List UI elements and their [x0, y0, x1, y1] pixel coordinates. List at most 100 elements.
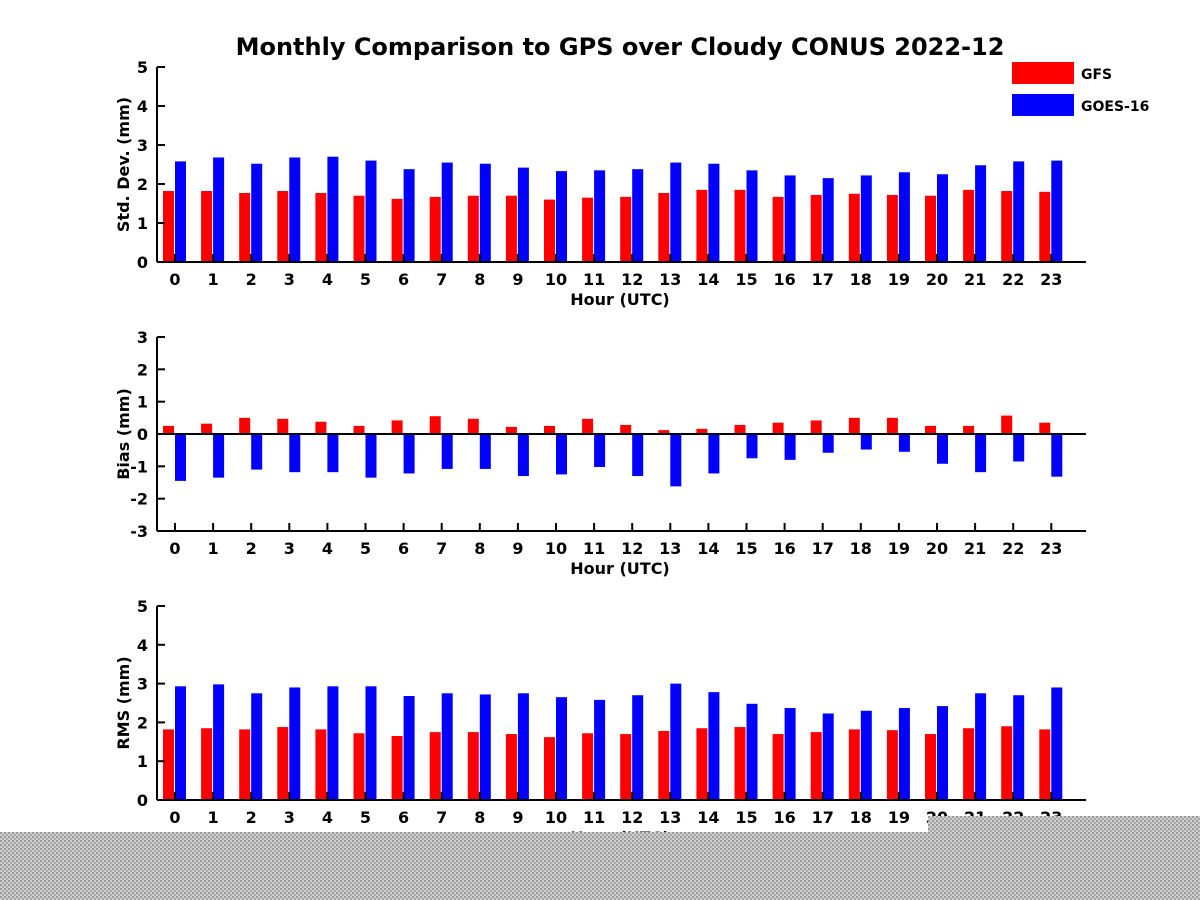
bar-std-dev-gfs-11	[582, 197, 594, 262]
bar-rms-gfs-17	[810, 732, 822, 800]
x-tick-label-bias-5: 5	[360, 539, 371, 558]
bar-std-dev-gfs-19	[886, 194, 898, 262]
bar-rms-goes16-10	[556, 697, 567, 800]
x-tick-label-rms-4: 4	[322, 808, 333, 827]
bar-std-dev-goes16-14	[708, 163, 720, 262]
x-tick-label-std-dev-11: 11	[583, 270, 605, 289]
bar-std-dev-gfs-17	[810, 194, 822, 262]
y-axis-label-std-dev: Std. Dev. (mm)	[114, 97, 133, 232]
bar-bias-goes16-17	[822, 434, 834, 453]
x-tick-label-rms-17: 17	[812, 808, 834, 827]
y-tick-label-bias-3: 3	[137, 328, 148, 347]
bar-bias-goes16-21	[975, 434, 987, 473]
bar-bias-gfs-18	[848, 417, 860, 434]
bar-rms-gfs-16	[772, 734, 784, 800]
bar-bias-gfs-12	[620, 424, 632, 434]
x-tick-label-std-dev-0: 0	[169, 270, 180, 289]
x-tick-label-std-dev-14: 14	[697, 270, 719, 289]
bar-std-dev-goes16-5	[365, 160, 377, 262]
bar-rms-gfs-14	[696, 728, 708, 800]
bar-bias-goes16-1	[213, 434, 225, 478]
noise-overlay	[0, 816, 1200, 900]
y-tick-label-rms-1: 1	[137, 752, 148, 771]
bar-bias-gfs-22	[1001, 415, 1013, 434]
x-tick-label-rms-5: 5	[360, 808, 371, 827]
x-tick-label-bias-2: 2	[246, 539, 257, 558]
bar-std-dev-gfs-4	[315, 192, 327, 262]
bar-rms-goes16-12	[632, 695, 644, 800]
x-tick-label-rms-19: 19	[888, 808, 910, 827]
y-tick-label-std-dev-1: 1	[137, 214, 148, 233]
bar-std-dev-goes16-8	[479, 163, 491, 262]
bar-rms-goes16-8	[479, 694, 491, 800]
x-tick-label-bias-12: 12	[621, 539, 643, 558]
bar-bias-goes16-7	[441, 434, 453, 469]
bar-bias-gfs-10	[544, 425, 555, 434]
x-tick-label-bias-0: 0	[169, 539, 180, 558]
x-tick-label-bias-14: 14	[697, 539, 719, 558]
bar-std-dev-goes16-20	[937, 174, 948, 262]
x-tick-label-std-dev-16: 16	[773, 270, 795, 289]
y-tick-label-rms-0: 0	[137, 791, 148, 810]
x-tick-label-std-dev-18: 18	[850, 270, 872, 289]
bar-std-dev-gfs-2	[239, 192, 251, 262]
x-tick-label-std-dev-12: 12	[621, 270, 643, 289]
bar-rms-gfs-13	[658, 730, 670, 800]
bar-std-dev-goes16-3	[289, 157, 301, 262]
x-tick-label-rms-8: 8	[474, 808, 485, 827]
bar-rms-gfs-12	[620, 734, 632, 800]
x-tick-label-bias-8: 8	[474, 539, 485, 558]
bar-bias-goes16-2	[251, 434, 263, 470]
x-tick-label-rms-16: 16	[773, 808, 795, 827]
bar-bias-gfs-13	[658, 430, 670, 434]
x-tick-label-rms-2: 2	[246, 808, 257, 827]
bar-rms-gfs-22	[1001, 726, 1013, 800]
bar-bias-goes16-10	[556, 434, 567, 475]
bar-bias-gfs-8	[467, 418, 479, 434]
x-tick-label-bias-9: 9	[512, 539, 523, 558]
bar-std-dev-gfs-3	[277, 191, 289, 262]
bar-rms-gfs-19	[886, 730, 898, 800]
x-tick-label-bias-15: 15	[735, 539, 757, 558]
bar-bias-gfs-14	[696, 428, 708, 434]
bar-std-dev-goes16-4	[327, 156, 339, 262]
x-tick-label-rms-12: 12	[621, 808, 643, 827]
x-tick-label-bias-16: 16	[773, 539, 795, 558]
bar-rms-goes16-17	[822, 713, 834, 800]
bar-rms-gfs-1	[201, 728, 213, 800]
bar-rms-gfs-23	[1039, 729, 1051, 800]
x-tick-label-std-dev-6: 6	[398, 270, 409, 289]
bar-bias-gfs-19	[886, 417, 898, 434]
bar-bias-gfs-15	[734, 424, 746, 434]
y-tick-label-bias-2: 2	[137, 360, 148, 379]
bar-rms-goes16-18	[860, 710, 872, 800]
bar-std-dev-gfs-15	[734, 189, 746, 262]
bar-rms-gfs-2	[239, 729, 251, 800]
y-tick-label-bias-0: 0	[137, 425, 148, 444]
bar-rms-goes16-14	[708, 692, 720, 800]
bar-bias-goes16-3	[289, 434, 301, 473]
bar-rms-gfs-18	[848, 729, 860, 800]
y-tick-label-std-dev-0: 0	[137, 253, 148, 272]
x-tick-label-rms-10: 10	[545, 808, 567, 827]
bar-rms-goes16-22	[1013, 695, 1025, 800]
bar-rms-goes16-9	[517, 693, 529, 800]
x-tick-label-bias-20: 20	[926, 539, 948, 558]
bar-std-dev-goes16-18	[860, 175, 872, 262]
bar-rms-gfs-9	[505, 734, 517, 800]
bar-bias-goes16-16	[784, 434, 796, 460]
bar-bias-goes16-15	[746, 434, 758, 459]
bar-std-dev-goes16-9	[517, 167, 529, 262]
bar-rms-gfs-20	[925, 734, 936, 800]
bar-bias-goes16-0	[175, 434, 186, 481]
bar-std-dev-gfs-8	[467, 195, 479, 262]
bar-rms-goes16-7	[441, 693, 453, 800]
x-tick-label-std-dev-2: 2	[246, 270, 257, 289]
y-tick-label-rms-2: 2	[137, 713, 148, 732]
bar-rms-gfs-4	[315, 729, 327, 800]
x-tick-label-std-dev-21: 21	[964, 270, 986, 289]
x-tick-label-rms-14: 14	[697, 808, 719, 827]
x-tick-label-bias-1: 1	[208, 539, 219, 558]
bar-std-dev-goes16-7	[441, 162, 453, 262]
